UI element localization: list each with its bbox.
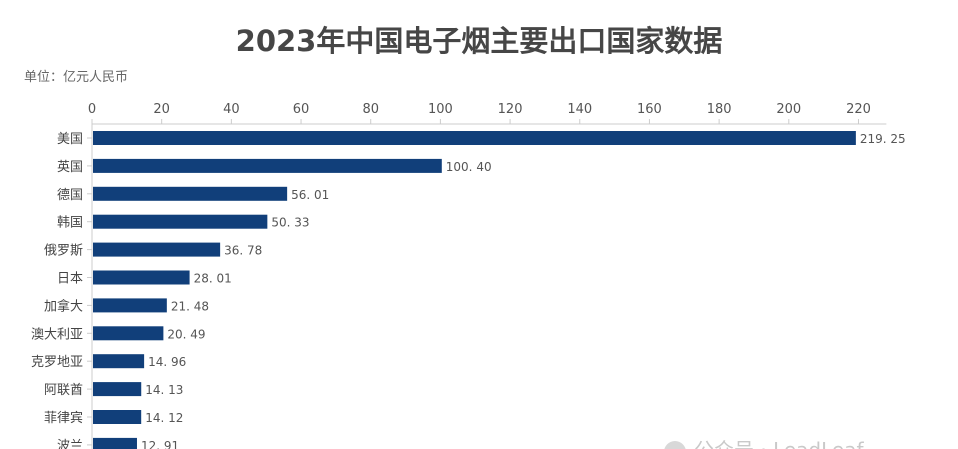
category-label: 德国 [57,188,83,203]
bar [93,131,856,145]
data-label: 20. 49 [167,327,205,341]
chart-title: 2023年中国电子烟主要出口国家数据 [235,24,723,58]
category-label: 加拿大 [44,298,83,314]
x-tick-label: 200 [776,102,801,117]
bar [93,214,268,229]
unit-label: 单位：亿元人民币 [24,70,129,85]
data-label: 50. 33 [271,216,309,230]
bar [93,158,442,173]
bar [93,186,288,201]
data-label: 14. 13 [145,383,183,397]
bar [93,270,190,285]
data-label: 28. 01 [194,272,232,286]
data-label: 12. 91 [141,439,179,449]
category-label: 阿联酋 [44,382,83,398]
bar [93,326,164,341]
data-label: 14. 96 [148,355,186,369]
x-tick-label: 180 [707,102,732,117]
wechat-icon [664,440,686,449]
watermark-text: 公众号 · LeadLeaf [694,438,864,449]
x-tick-label: 80 [362,102,379,117]
x-tick-label: 0 [88,102,96,117]
watermark: 公众号 · LeadLeaf [664,434,864,449]
x-tick-label: 40 [223,102,240,117]
category-label: 克罗地亚 [31,355,83,370]
data-label: 56. 01 [291,188,329,202]
bar [93,382,142,397]
category-label: 菲律宾 [44,410,83,426]
bar [93,242,221,257]
bar [93,410,142,424]
x-tick-label: 60 [293,102,310,117]
category-label: 英国 [57,160,83,175]
data-label: 21. 48 [171,299,209,313]
x-tick-label: 160 [637,102,662,117]
bar [93,437,137,449]
bar [93,354,145,369]
category-label: 韩国 [57,216,83,231]
bar [93,298,167,313]
x-tick-label: 220 [846,102,871,117]
x-tick-label: 140 [567,102,592,117]
data-label: 14. 12 [145,411,183,425]
data-label: 36. 78 [224,244,262,258]
x-tick-label: 100 [428,102,453,117]
x-tick-label: 120 [498,102,523,117]
category-label: 美国 [57,132,83,147]
category-label: 澳大利亚 [31,326,83,342]
category-label: 波兰 [57,439,83,449]
data-label: 219. 25 [860,132,906,146]
category-label: 日本 [57,272,83,287]
data-label: 100. 40 [446,160,492,174]
x-tick-label: 20 [153,102,170,117]
category-label: 俄罗斯 [44,244,83,259]
